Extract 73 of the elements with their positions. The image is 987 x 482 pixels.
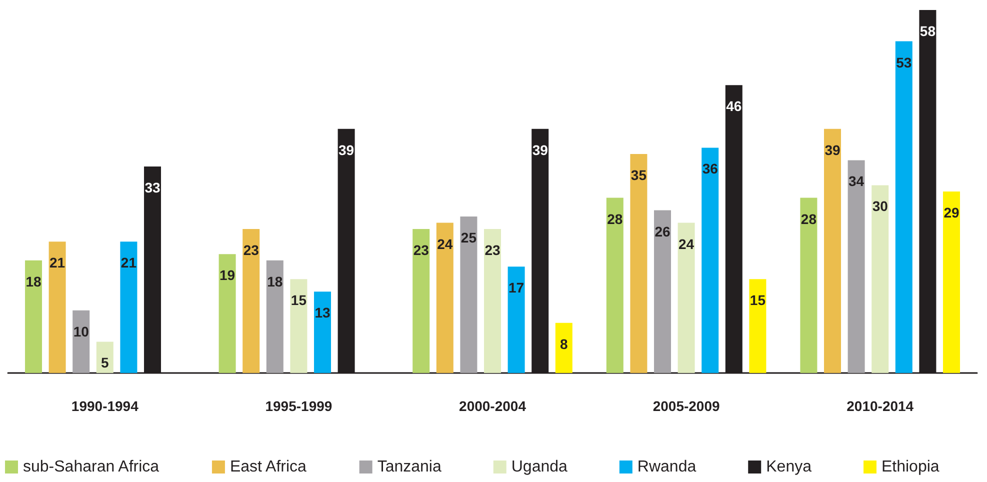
legend-label: sub-Saharan Africa xyxy=(23,458,160,476)
data-label: 36 xyxy=(702,160,718,177)
data-label: 23 xyxy=(413,242,430,258)
data-label: 58 xyxy=(920,23,936,39)
legend-label: Ethiopia xyxy=(881,458,940,476)
data-label: 10 xyxy=(73,323,90,340)
bar xyxy=(848,160,865,373)
data-label: 46 xyxy=(726,98,742,114)
data-label: 23 xyxy=(243,242,260,258)
data-label: 34 xyxy=(848,173,864,190)
data-label: 24 xyxy=(678,236,694,252)
x-tick-label: 1995-1999 xyxy=(265,398,332,414)
data-label: 18 xyxy=(26,273,42,290)
bar xyxy=(555,322,572,373)
bar xyxy=(654,210,671,373)
bar xyxy=(702,148,719,373)
data-label: 13 xyxy=(314,304,330,321)
bar xyxy=(460,216,478,373)
legend-label: Rwanda xyxy=(637,458,696,476)
x-tick-label: 2005-2009 xyxy=(652,398,720,414)
x-tick-label: 1990-1994 xyxy=(71,398,139,414)
data-label: 30 xyxy=(872,198,888,214)
bar xyxy=(290,279,308,373)
data-label: 33 xyxy=(144,179,160,196)
data-label: 28 xyxy=(607,210,623,227)
bar xyxy=(943,192,960,373)
bar xyxy=(606,198,624,373)
data-label: 39 xyxy=(824,142,840,158)
data-label: 35 xyxy=(630,166,647,183)
legend-label: East Africa xyxy=(230,458,307,476)
bar xyxy=(218,254,236,373)
data-label: 17 xyxy=(508,280,524,296)
bar xyxy=(678,222,695,373)
data-label: 39 xyxy=(338,142,354,158)
data-label: 18 xyxy=(267,273,283,290)
bar xyxy=(895,41,912,373)
bar xyxy=(48,242,66,373)
data-label: 53 xyxy=(896,54,912,70)
bar xyxy=(749,279,766,373)
data-label: 15 xyxy=(290,292,307,308)
data-label: 26 xyxy=(654,223,670,240)
data-label: 23 xyxy=(484,242,500,258)
data-label: 19 xyxy=(220,267,236,284)
bar xyxy=(72,310,90,373)
bar xyxy=(630,154,648,373)
data-label: 29 xyxy=(944,204,960,220)
data-label: 21 xyxy=(50,254,66,271)
data-label: 15 xyxy=(750,292,766,308)
data-label: 25 xyxy=(460,230,477,246)
data-label: 28 xyxy=(800,210,817,227)
bar xyxy=(120,242,138,373)
data-label: 5 xyxy=(101,354,109,371)
data-label: 8 xyxy=(560,336,568,352)
data-label: 39 xyxy=(532,142,548,158)
data-label: 21 xyxy=(120,254,137,271)
bar xyxy=(412,229,430,373)
bar xyxy=(872,185,889,373)
bar xyxy=(25,260,42,373)
legend-label: Uganda xyxy=(511,458,568,476)
data-label: 24 xyxy=(437,236,453,252)
legend-label: Tanzania xyxy=(377,458,442,476)
bar xyxy=(242,229,260,373)
bar xyxy=(96,342,114,373)
legend-label: Kenya xyxy=(766,458,812,476)
bar xyxy=(508,266,525,373)
bar xyxy=(314,292,331,373)
bar xyxy=(436,222,454,373)
x-tick-label: 2010-2014 xyxy=(846,398,914,414)
bar xyxy=(484,229,501,373)
x-tick-label: 2000-2004 xyxy=(459,398,526,414)
bar xyxy=(824,128,841,373)
bar xyxy=(266,260,284,373)
bar xyxy=(800,198,818,373)
